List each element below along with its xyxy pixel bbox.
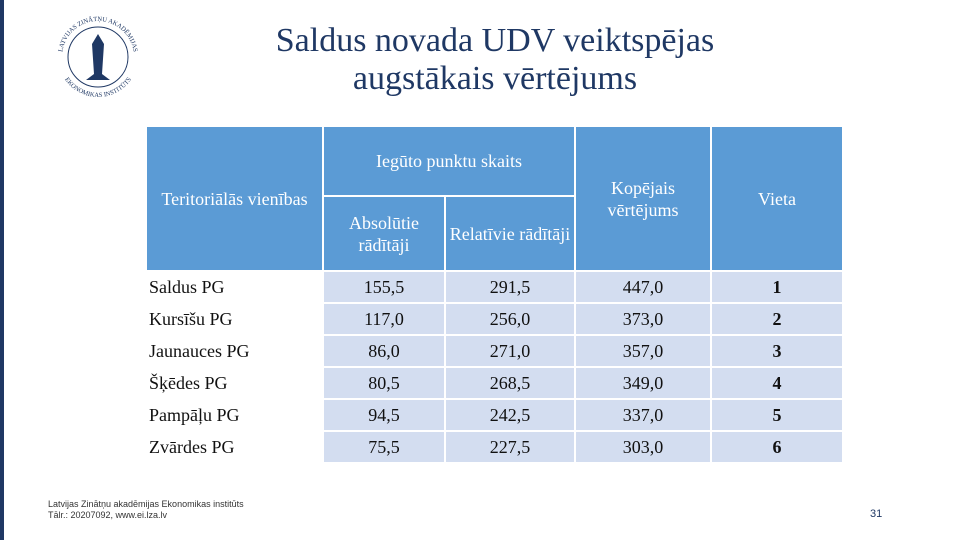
table-row: Saldus PG 155,5 291,5 447,0 1 — [147, 272, 842, 302]
header-cell: Absolūtie rādītāji — [324, 197, 444, 270]
value-cell: 271,0 — [446, 336, 574, 366]
value-cell: 155,5 — [324, 272, 444, 302]
unit-cell: Kursīšu PG — [147, 304, 322, 334]
table-body: Saldus PG 155,5 291,5 447,0 1 Kursīšu PG 117,0… — [147, 272, 842, 462]
value-cell: 268,5 — [446, 368, 574, 398]
value-cell: 227,5 — [446, 432, 574, 462]
header-cell: Vieta — [712, 127, 842, 270]
unit-cell: Jaunauces PG — [147, 336, 322, 366]
logo: LATVIJAS ZINĀTŅU AKADĒMIJAS EKONOMIKAS I… — [57, 16, 138, 99]
value-cell: 6 — [712, 432, 842, 462]
page-number: 31 — [870, 508, 883, 520]
value-cell: 1 — [712, 272, 842, 302]
title-line: Saldus novada UDV veiktspējas — [275, 22, 715, 59]
logo-ring — [67, 26, 129, 88]
accent-bar — [0, 0, 4, 540]
value-cell: 349,0 — [576, 368, 710, 398]
value-cell: 80,5 — [324, 368, 444, 398]
unit-cell: Zvārdes PG — [147, 432, 322, 462]
value-cell: 242,5 — [446, 400, 574, 430]
table-row: Kursīšu PG 117,0 256,0 373,0 2 — [147, 304, 842, 334]
footer-line: Tālr.: 20207092, www.ei.lza.lv — [48, 510, 168, 520]
value-cell: 291,5 — [446, 272, 574, 302]
header-cell: Teritoriālās vienības — [147, 127, 322, 270]
footer: Latvijas Zinātņu akadēmijas Ekonomikas i… — [48, 499, 244, 521]
header-cell: Relatīvie rādītāji — [446, 197, 574, 270]
header-cell: Iegūto punktu skaits — [324, 127, 574, 195]
footer-line: Latvijas Zinātņu akadēmijas Ekonomikas i… — [48, 499, 244, 509]
table-row: Zvārdes PG 75,5 227,5 303,0 6 — [147, 432, 842, 462]
value-cell: 303,0 — [576, 432, 710, 462]
logo-figure — [86, 34, 110, 80]
value-cell: 373,0 — [576, 304, 710, 334]
value-cell: 3 — [712, 336, 842, 366]
value-cell: 2 — [712, 304, 842, 334]
value-cell: 357,0 — [576, 336, 710, 366]
value-cell: 86,0 — [324, 336, 444, 366]
table-row: Pampāļu PG 94,5 242,5 337,0 5 — [147, 400, 842, 430]
table-row: Šķēdes PG 80,5 268,5 349,0 4 — [147, 368, 842, 398]
table-row: Jaunauces PG 86,0 271,0 357,0 3 — [147, 336, 842, 366]
value-cell: 447,0 — [576, 272, 710, 302]
value-cell: 5 — [712, 400, 842, 430]
value-cell: 256,0 — [446, 304, 574, 334]
unit-cell: Šķēdes PG — [147, 368, 322, 398]
results-table: Teritoriālās vienības Iegūto punktu skai… — [145, 125, 844, 464]
value-cell: 94,5 — [324, 400, 444, 430]
title: Saldus novada UDV veiktspējas augstākais … — [150, 22, 840, 98]
unit-cell: Pampāļu PG — [147, 400, 322, 430]
value-cell: 117,0 — [324, 304, 444, 334]
value-cell: 337,0 — [576, 400, 710, 430]
value-cell: 4 — [712, 368, 842, 398]
unit-cell: Saldus PG — [147, 272, 322, 302]
title-line: augstākais vērtējums — [352, 60, 638, 97]
value-cell: 75,5 — [324, 432, 444, 462]
header-cell: Kopējais vērtējums — [576, 127, 710, 270]
